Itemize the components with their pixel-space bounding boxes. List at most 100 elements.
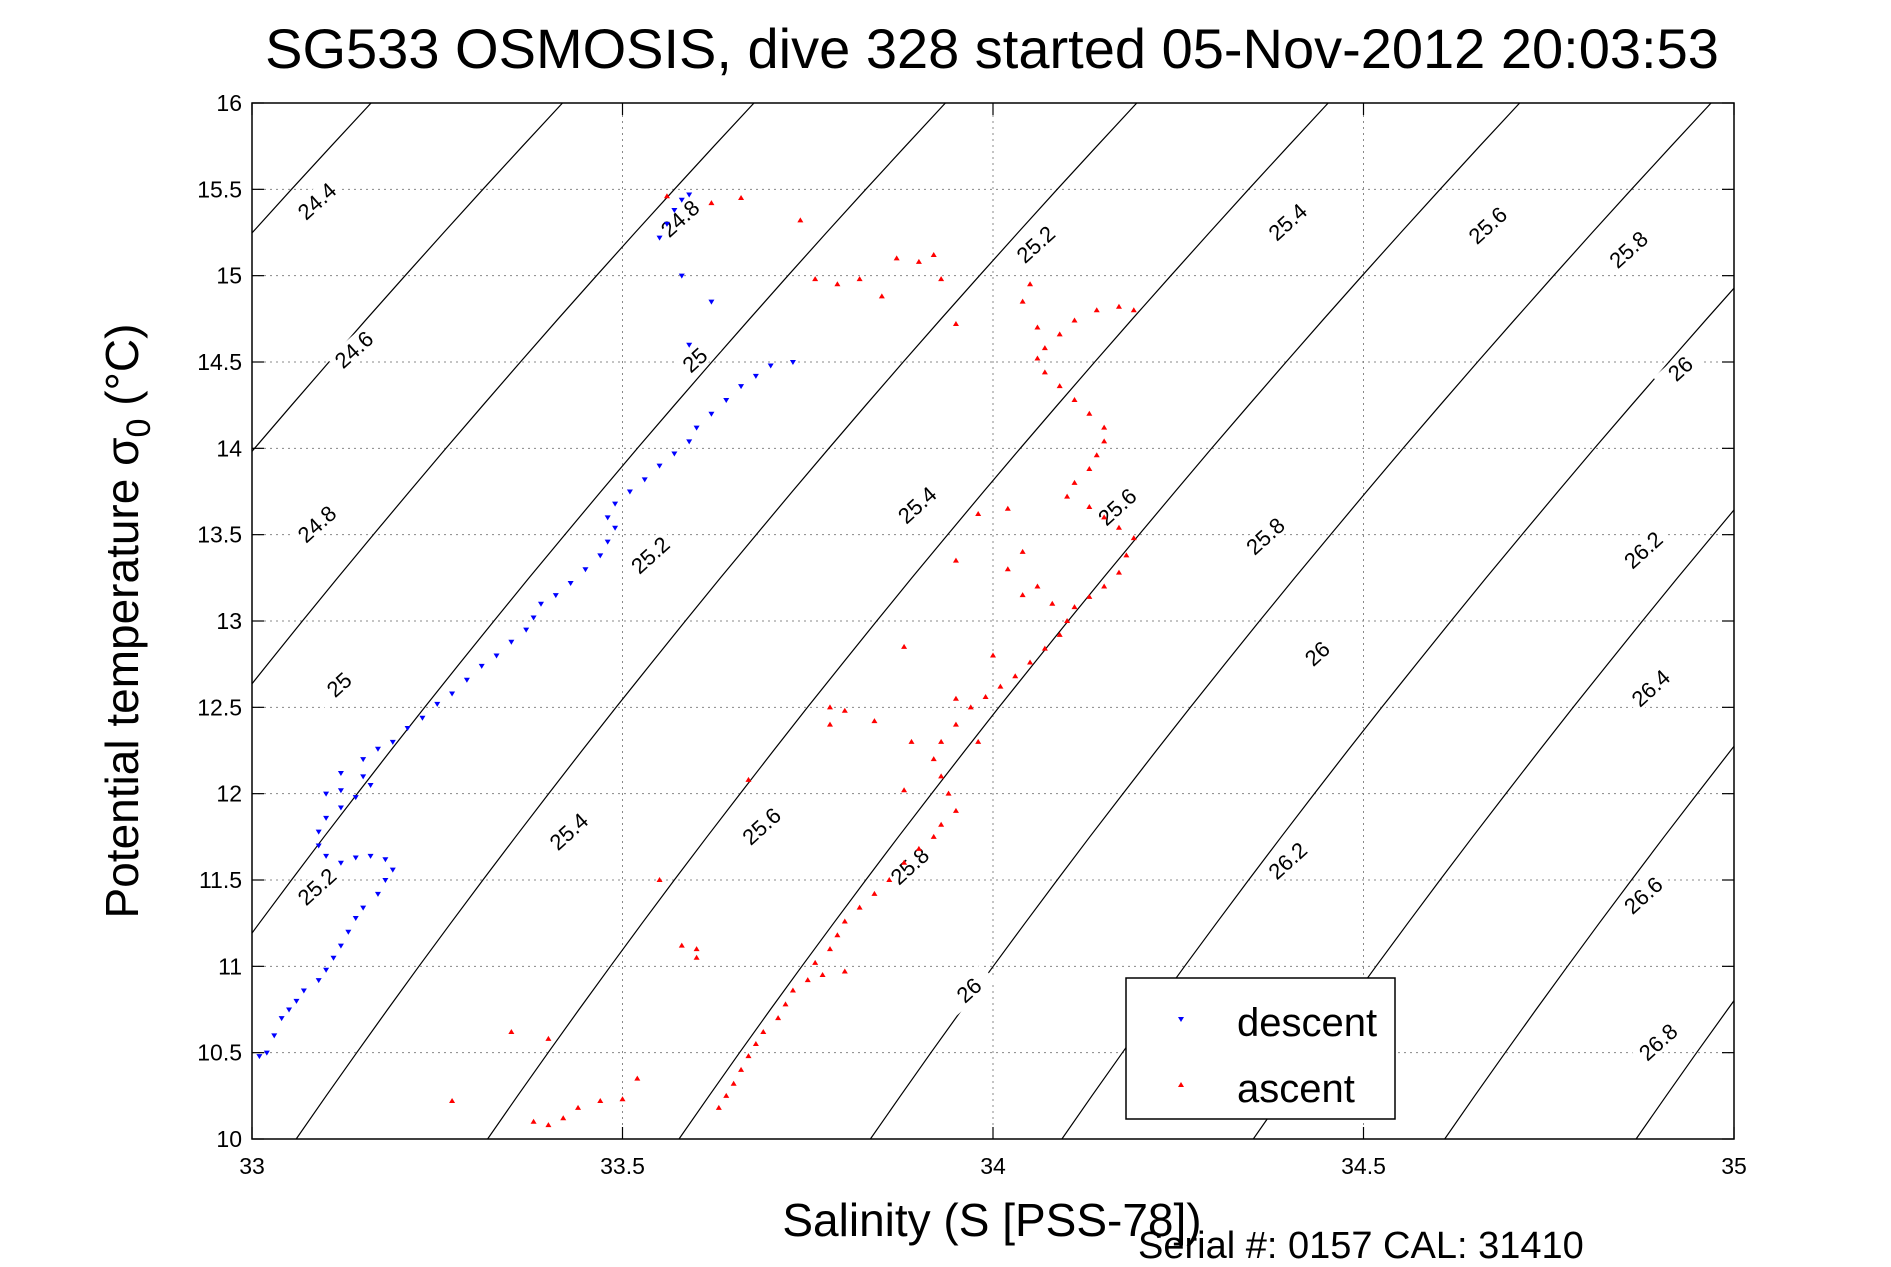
y-tick-label: 12 <box>216 781 242 807</box>
descent-point <box>582 567 589 573</box>
ascent-point <box>1041 369 1048 375</box>
ascent-point <box>1004 505 1011 511</box>
ascent-point <box>745 1053 752 1059</box>
ascent-point <box>545 1035 552 1041</box>
ascent-point <box>886 877 893 882</box>
ascent-point <box>1115 569 1122 575</box>
isopycnal-line <box>1712 0 1891 1262</box>
isopycnal-label: 24.6 <box>327 323 381 375</box>
legend: descent ascent <box>1125 977 1396 1120</box>
y-tick-label: 15.5 <box>197 176 242 202</box>
ascent-point <box>597 1098 604 1104</box>
data-points <box>256 192 1137 1128</box>
ascent-point <box>834 932 841 938</box>
descent-point <box>337 860 344 866</box>
descent-point <box>671 451 678 457</box>
ascent-point <box>878 293 885 299</box>
ascent-point <box>901 787 908 793</box>
ascent-point <box>930 833 937 839</box>
descent-point <box>641 477 648 483</box>
ascent-point <box>1019 548 1026 554</box>
isopycnal-label: 25.2 <box>290 860 344 912</box>
descent-point <box>374 891 381 897</box>
ascent-point <box>738 1066 745 1072</box>
ascent-point <box>901 859 908 865</box>
ascent-point <box>1086 593 1093 599</box>
ascent-point <box>619 1096 626 1102</box>
ascent-point <box>545 1122 552 1128</box>
isopycnal-line <box>1635 999 1734 1139</box>
descent-point <box>389 739 396 745</box>
ascent-point <box>1012 673 1019 679</box>
descent-point <box>686 192 693 198</box>
descent-point <box>478 663 485 669</box>
isopycnal-label: 25.8 <box>1601 223 1655 275</box>
descent-point <box>552 593 559 599</box>
ascent-point <box>449 1098 456 1104</box>
ascent-point <box>1130 307 1137 313</box>
ascent-point <box>1086 466 1093 472</box>
descent-point <box>315 843 322 849</box>
ascent-point <box>819 971 826 977</box>
ascent-point <box>1004 566 1011 572</box>
descent-point <box>315 978 322 984</box>
ascent-point <box>952 721 959 727</box>
ascent-point <box>908 738 915 744</box>
isopycnal-line <box>486 103 1330 1139</box>
ascent-point <box>952 321 959 327</box>
chart-title: SG533 OSMOSIS, dive 328 started 05-Nov-2… <box>265 17 1719 80</box>
ascent-point <box>656 877 663 882</box>
descent-point <box>315 829 322 835</box>
ascent-point <box>782 1001 789 1007</box>
x-tick-label: 33 <box>239 1153 265 1179</box>
isopycnal-label: 26 <box>942 964 996 1016</box>
isopycnal-label: 26.2 <box>1260 834 1315 887</box>
ascent-point <box>1086 410 1093 416</box>
ascent-point <box>1041 645 1048 651</box>
ascent-point <box>1071 604 1078 610</box>
ascent-point <box>715 1104 722 1110</box>
ascent-point <box>938 276 945 282</box>
ascent-point <box>752 1041 759 1047</box>
grid <box>252 103 1734 1139</box>
ascent-point <box>789 987 796 993</box>
isopycnal-line <box>869 103 1712 1139</box>
ascent-point <box>1115 303 1122 309</box>
isopycnal-label: 25.6 <box>1090 480 1144 533</box>
isopycnal-labels: 24.424.624.824.8252525.225.225.225.425.4… <box>290 175 1707 1068</box>
legend-ascent-label: ascent <box>1237 1067 1355 1111</box>
series-descent <box>256 192 796 1060</box>
ascent-point <box>1101 583 1108 589</box>
legend-descent-label: descent <box>1237 1001 1377 1045</box>
x-axis-label: Salinity (S [PSS-78]) <box>782 1194 1201 1246</box>
ascent-point <box>982 693 989 699</box>
descent-point <box>604 515 611 521</box>
descent-point <box>293 998 300 1004</box>
descent-point <box>686 342 693 348</box>
ascent-point <box>1064 618 1071 623</box>
ascent-point <box>812 959 819 965</box>
descent-point <box>463 677 470 683</box>
descent-point <box>323 815 330 821</box>
ascent-point <box>1019 298 1026 304</box>
descent-point <box>597 553 604 559</box>
ascent-point <box>530 1118 537 1124</box>
descent-point <box>708 411 715 417</box>
descent-point <box>449 691 456 697</box>
isopycnal-label: 26.6 <box>1616 869 1670 921</box>
ascent-point <box>915 845 922 851</box>
serial-cal-footer: Serial #: 0157 CAL: 31410 <box>1138 1225 1584 1262</box>
ascent-point <box>856 904 863 910</box>
series-ascent <box>449 193 1137 1128</box>
isopycnal-line <box>252 103 564 453</box>
descent-point <box>767 363 774 369</box>
ascent-point <box>1034 324 1041 330</box>
ascent-point <box>812 276 819 282</box>
ascent-point <box>775 1015 782 1021</box>
ascent-point <box>1071 396 1078 402</box>
ascent-point <box>708 200 715 206</box>
ascent-point <box>945 790 952 796</box>
